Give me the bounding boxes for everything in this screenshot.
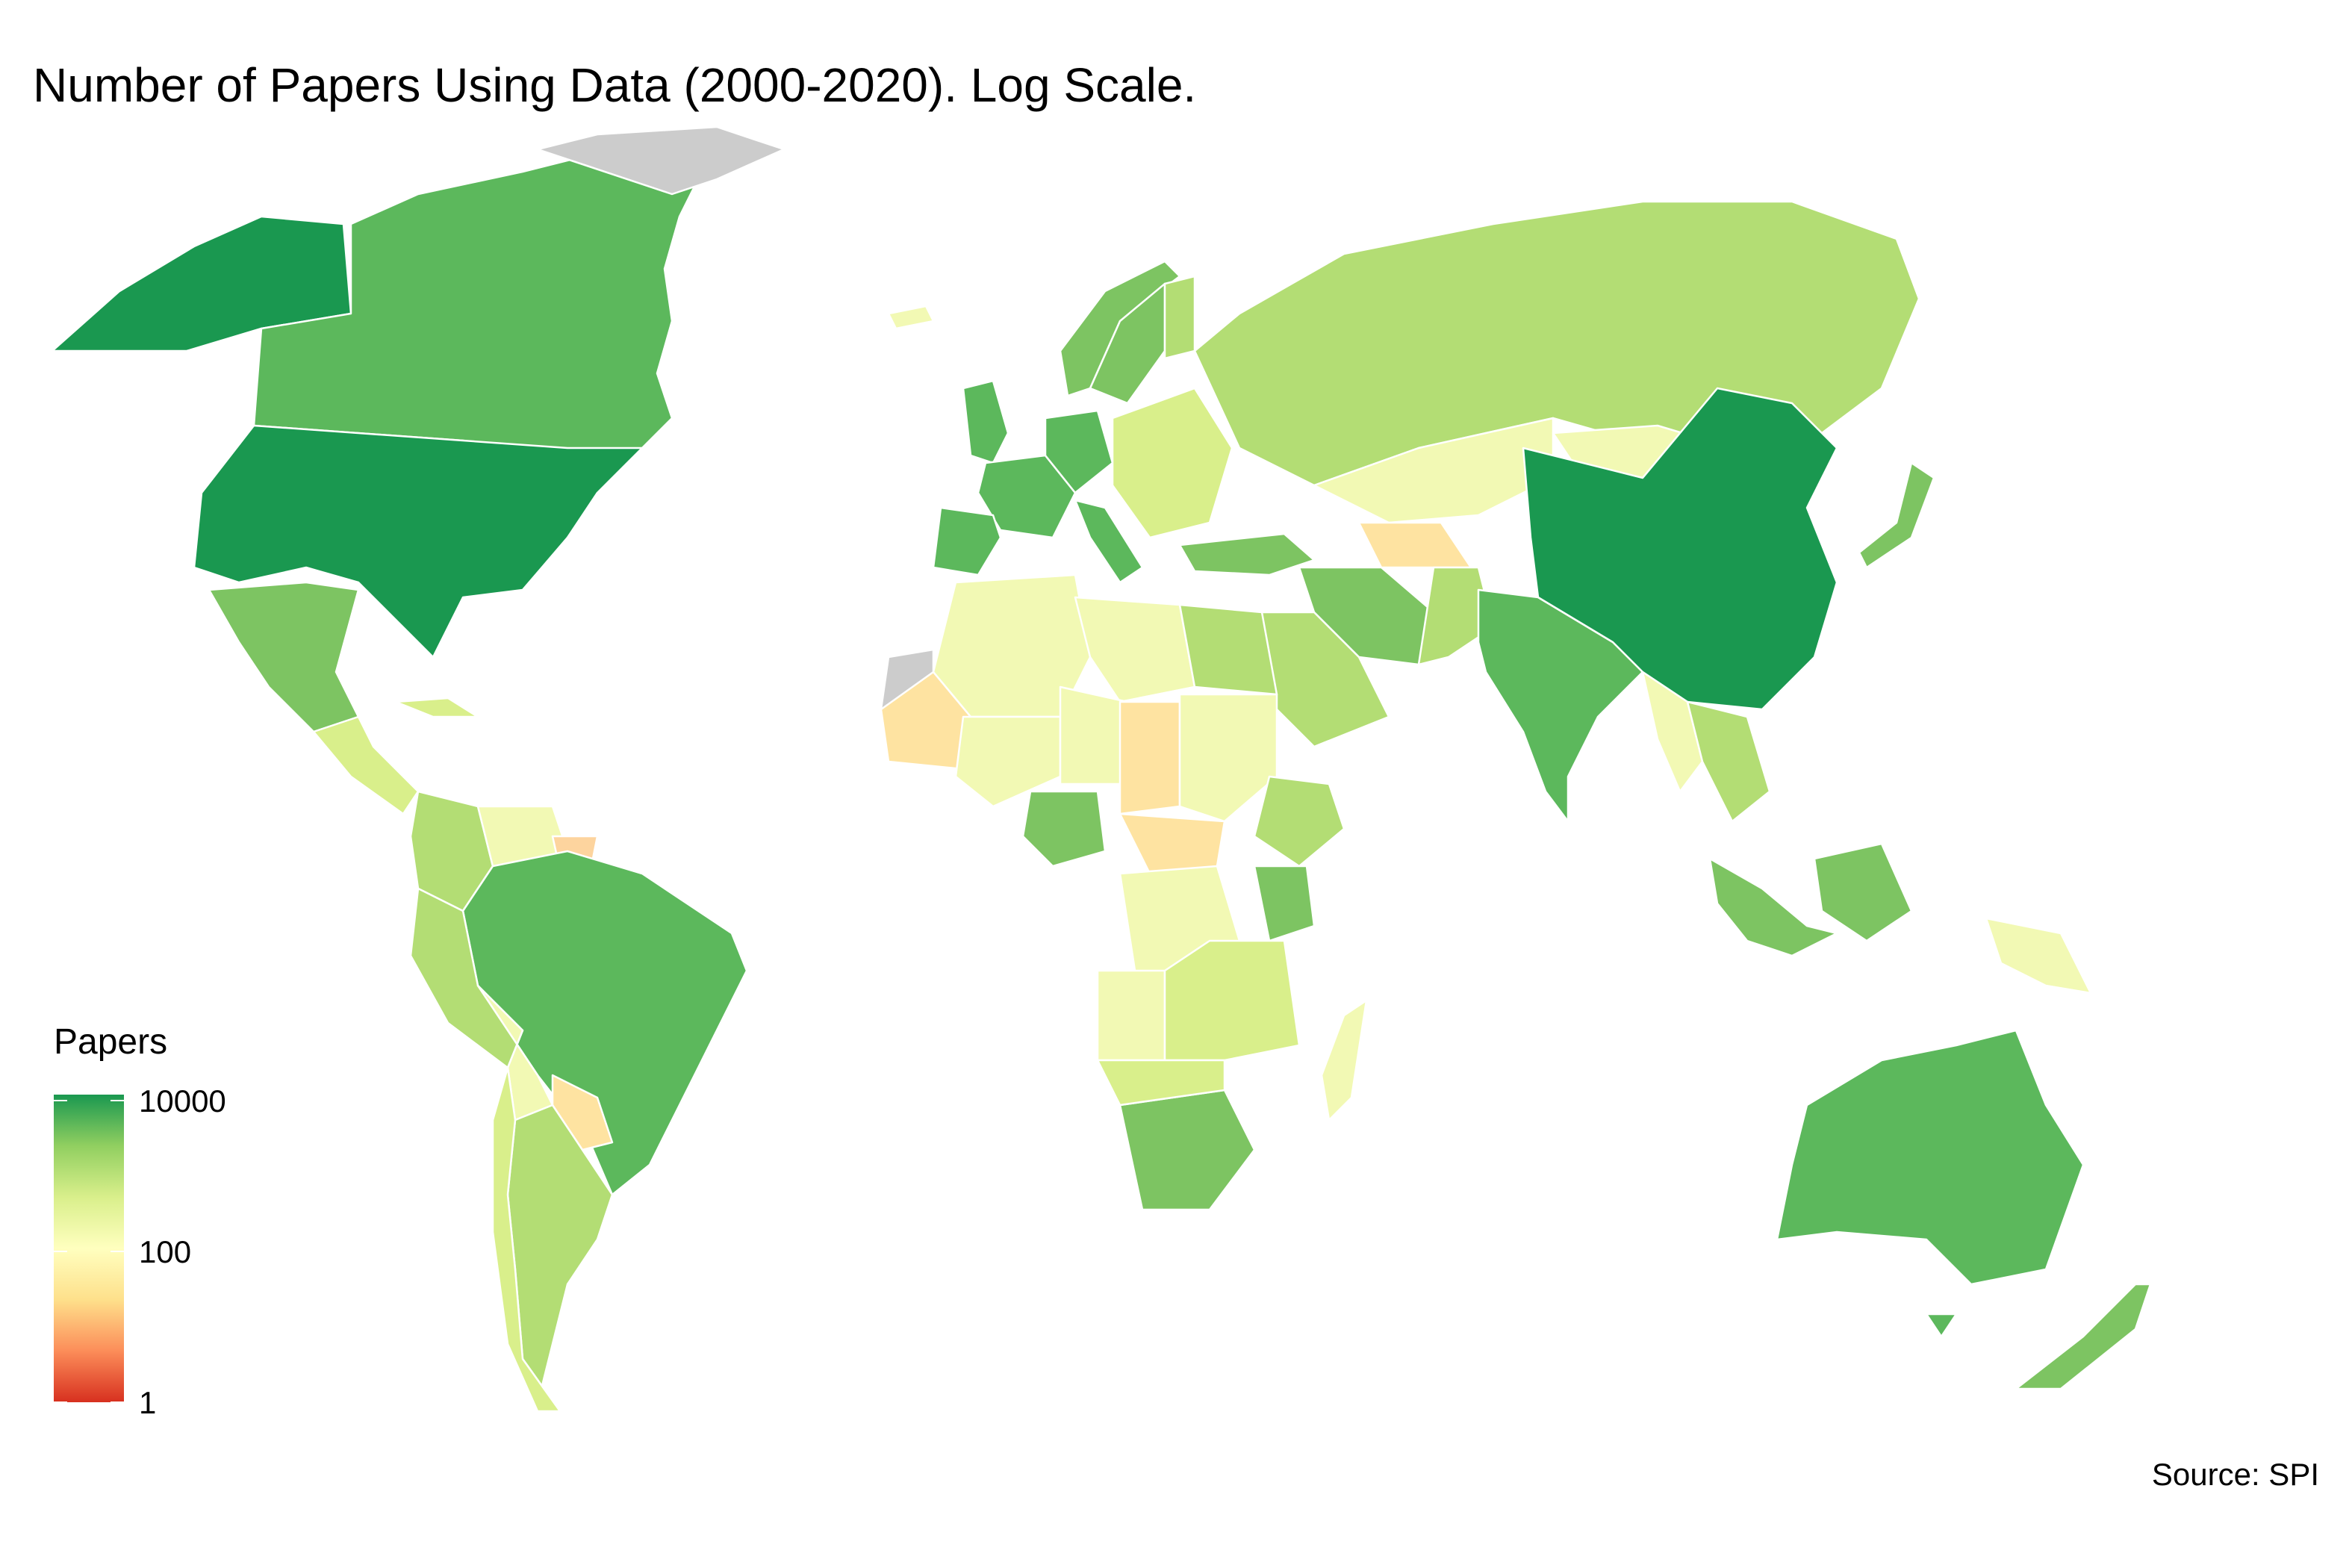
country-mali xyxy=(954,715,1062,808)
country-egypt xyxy=(1178,603,1278,696)
country-kenya xyxy=(1253,865,1316,942)
legend-title: Papers xyxy=(54,1022,168,1062)
country-sudan xyxy=(1178,693,1278,823)
country-usa xyxy=(193,424,644,659)
map-title: Number of Papers Using Data (2000-2020).… xyxy=(33,58,1197,112)
source-caption: Source: SPI xyxy=(2151,1457,2319,1492)
country-ethiopia xyxy=(1253,775,1345,868)
country-australia xyxy=(1776,1029,2085,1286)
country-eastern-europe xyxy=(1111,387,1233,539)
country-germany xyxy=(1044,409,1114,494)
country-pakistan xyxy=(1417,566,1495,666)
country-madagascar xyxy=(1320,999,1368,1121)
country-angola xyxy=(1096,969,1166,1062)
country-turkmenistan xyxy=(1357,521,1472,569)
country-japan xyxy=(1858,461,1935,569)
country-finland xyxy=(1163,275,1196,360)
country-indonesia-east xyxy=(1813,842,1913,942)
country-east-africa-south xyxy=(1163,939,1301,1062)
legend-color-bar xyxy=(54,1095,124,1402)
country-tasmania xyxy=(1925,1313,1958,1338)
country-papua-new-guinea xyxy=(1985,917,2092,995)
country-indonesia xyxy=(1708,857,1838,957)
country-libya xyxy=(1074,596,1196,703)
country-south-africa xyxy=(1119,1089,1256,1211)
country-southern-africa xyxy=(1096,1059,1226,1107)
country-iceland xyxy=(887,305,935,330)
country-nigeria xyxy=(1021,790,1107,868)
country-chad xyxy=(1119,700,1181,815)
country-alaska xyxy=(51,215,352,352)
country-central-african-republic xyxy=(1119,812,1226,875)
country-central-america xyxy=(312,715,420,815)
country-new-zealand xyxy=(2015,1283,2152,1390)
country-cuba xyxy=(394,697,479,718)
country-chile xyxy=(491,1066,561,1413)
country-spain xyxy=(932,506,1002,576)
country-paraguay xyxy=(551,1074,614,1151)
country-mexico xyxy=(208,581,360,733)
country-thailand xyxy=(1686,700,1771,823)
country-uk xyxy=(962,379,1009,464)
country-italy xyxy=(1074,499,1144,584)
country-greenland xyxy=(536,125,785,196)
legend-label-10000: 10000 xyxy=(139,1083,226,1119)
country-china xyxy=(1522,387,1838,711)
country-turkey xyxy=(1178,532,1316,576)
legend-label-100: 100 xyxy=(139,1234,192,1269)
country-niger xyxy=(1059,685,1129,785)
legend-label-1: 1 xyxy=(139,1385,157,1420)
